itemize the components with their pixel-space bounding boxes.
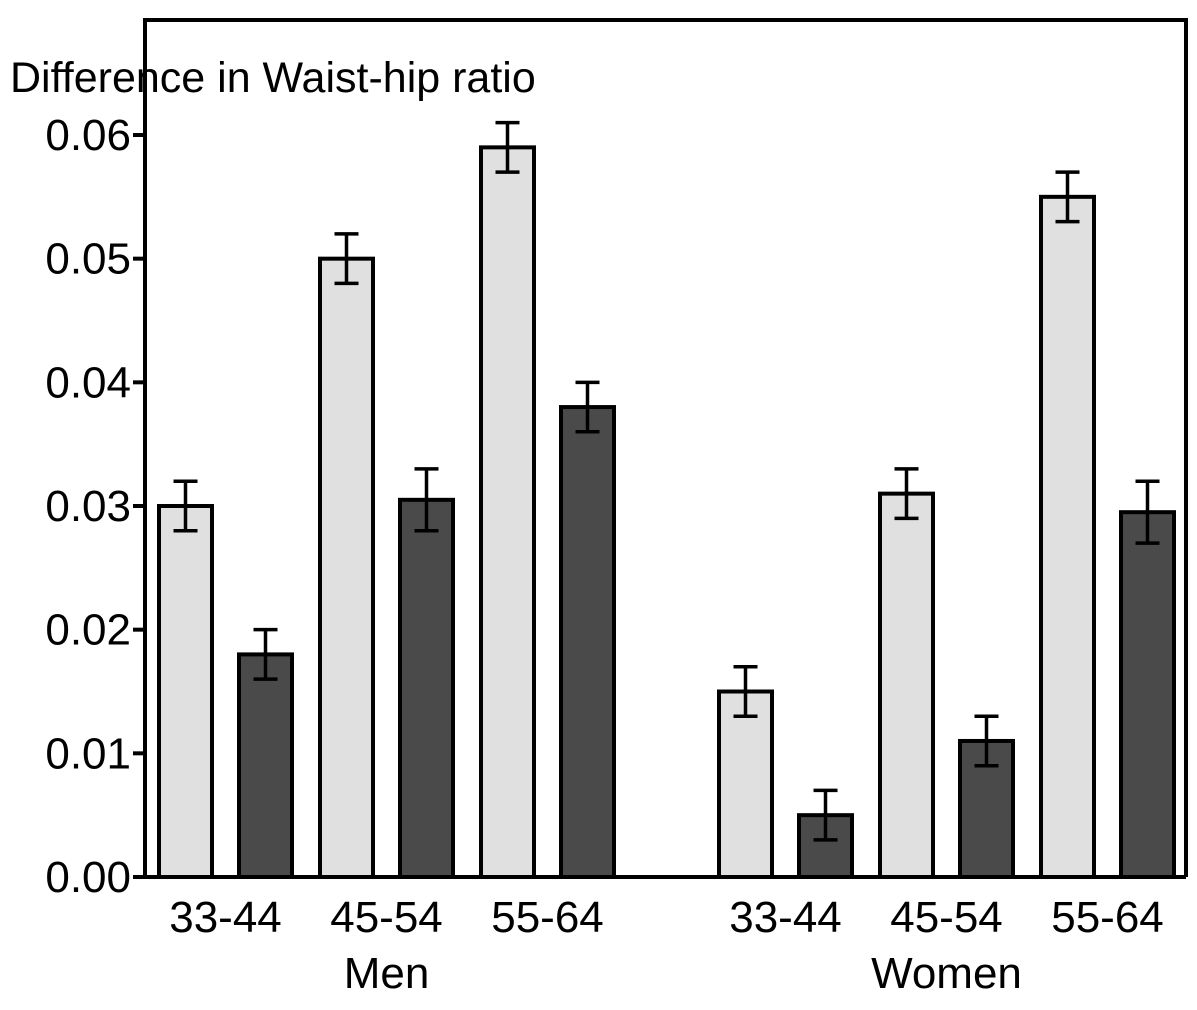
bars xyxy=(157,145,1176,880)
y-tick-label: 0.02 xyxy=(45,606,131,655)
y-tick-label: 0.00 xyxy=(45,853,131,902)
bar xyxy=(157,504,214,879)
bar xyxy=(479,145,536,880)
y-tick-label: 0.03 xyxy=(45,482,131,531)
bar xyxy=(318,256,375,879)
x-tick-label: 55-64 xyxy=(491,893,604,942)
plot-border xyxy=(143,18,1188,877)
error-bars xyxy=(173,120,1160,842)
x-tick-label: 45-54 xyxy=(330,893,443,942)
bar xyxy=(559,405,616,879)
x-tick-label: 33-44 xyxy=(729,893,842,942)
bar xyxy=(1039,194,1096,880)
bar xyxy=(717,689,774,879)
bar xyxy=(1119,510,1176,880)
y-tick-label: 0.05 xyxy=(45,235,131,284)
y-axis: 0.00 0.01 0.02 0.03 0.04 0.05 0.06 xyxy=(45,111,145,902)
bar xyxy=(237,652,294,880)
x-tick-label: 45-54 xyxy=(890,893,1003,942)
bar xyxy=(878,491,935,879)
group-label: Women xyxy=(871,949,1022,998)
x-tick-label: 55-64 xyxy=(1051,893,1164,942)
x-tick-label: 33-44 xyxy=(169,893,282,942)
y-tick-label: 0.04 xyxy=(45,358,131,407)
bar xyxy=(398,497,455,879)
x-axis-labels: 33-44 45-54 55-64 Men 33-44 45-54 55-64 Women xyxy=(169,893,1164,998)
plot-frame xyxy=(143,18,1188,879)
y-tick-label: 0.06 xyxy=(45,111,131,160)
y-tick-label: 0.01 xyxy=(45,729,131,778)
y-axis-label: Difference in Waist-hip ratio xyxy=(10,54,536,102)
group-label: Men xyxy=(344,949,430,998)
